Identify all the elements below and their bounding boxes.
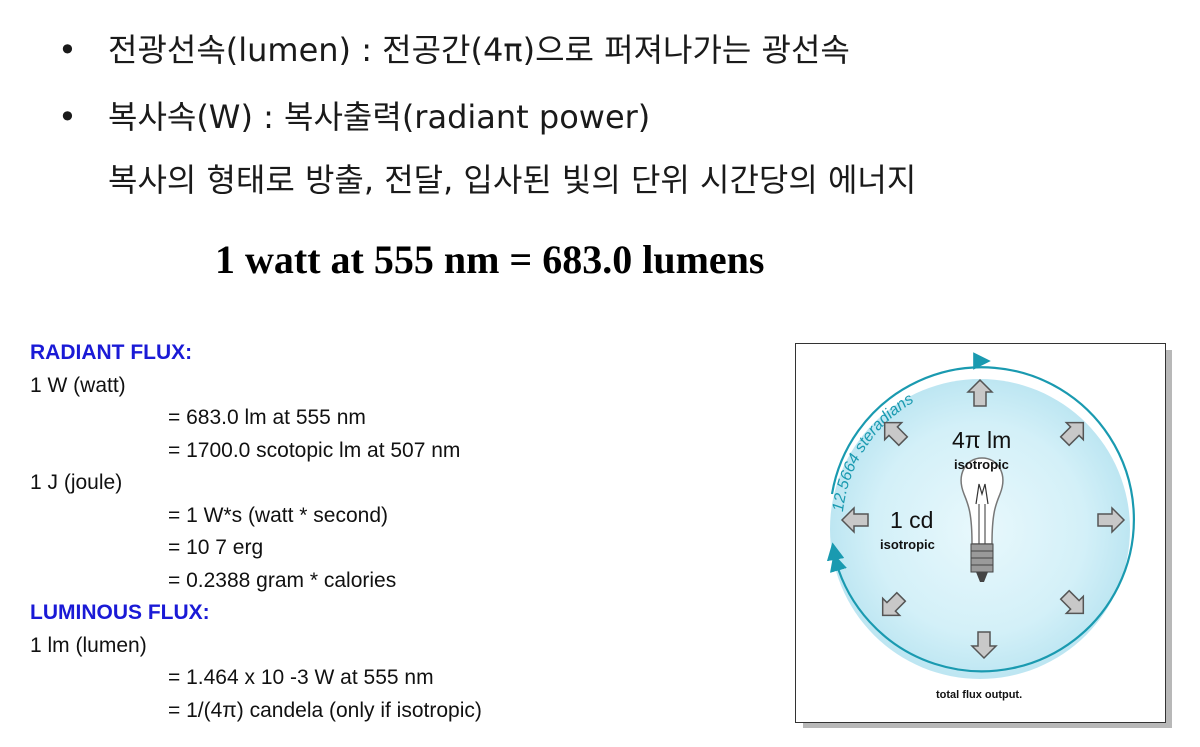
lumen-equiv: = 1/(4π) candela (only if isotropic) [168,698,482,722]
cd-value: 1 cd [890,507,934,533]
flux-figure: 12.5664 steradians [795,343,1166,723]
flux-definitions: RADIANT FLUX: 1 W (watt) = 683.0 lm at 5… [30,337,482,727]
bullet-text-radiant: 복사속(W) : 복사출력(radiant power) [108,98,651,136]
flux-diagram: 12.5664 steradians [826,352,1135,679]
bullet-text-lumen: 전광선속(lumen) : 전공간(4π)으로 퍼져나가는 광선속 [108,31,850,69]
outward-arrow-icon [1059,421,1085,447]
watt-equiv: = 683.0 lm at 555 nm [168,406,366,429]
cd-note: isotropic [880,537,935,552]
radiant-definition: 복사의 형태로 방출, 전달, 입사된 빛의 단위 시간당의 에너지 [108,161,917,199]
outward-arrow-icon [1097,506,1126,534]
outward-arrows [840,378,1126,660]
watt-equiv: = 1700.0 scotopic lm at 507 nm [168,438,461,462]
outward-arrow-icon [883,421,909,447]
joule-equiv: = 0.2388 gram * calories [168,568,397,592]
figure-caption: total flux output. [936,689,1023,701]
joule-equiv: = 1 W*s (watt * second) [168,503,388,527]
headline-conversion: 1 watt at 555 nm = 683.0 lumens [215,237,765,282]
outward-arrow-icon [1059,589,1085,615]
outward-arrow-icon [881,591,907,617]
lumen-label: 1 lm (lumen) [30,633,147,657]
radiant-flux-heading: RADIANT FLUX: [30,341,193,364]
bullet-symbol: • [58,98,77,136]
light-bulb-icon [960,457,1004,582]
outward-arrow-icon [966,378,994,407]
bullet-symbol: • [58,31,77,69]
arc-arrowhead-icon [826,542,845,563]
bullet-line-lumen: • 전광선속(lumen) : 전공간(4π)으로 퍼져나가는 광선속 [58,30,850,70]
bullet-line-radiant: • 복사속(W) : 복사출력(radiant power) [58,97,650,137]
luminous-flux-heading: LUMINOUS FLUX: [30,601,210,624]
joule-equiv: = 10 7 erg [168,536,264,559]
outward-arrow-icon [970,631,998,660]
joule-label: 1 J (joule) [30,471,123,494]
lumen-equiv: = 1.464 x 10 -3 W at 555 nm [168,666,434,689]
watt-label: 1 W (watt) [30,373,126,397]
lm-value: 4π lm [952,427,1012,453]
outward-arrow-icon [840,506,869,534]
steradian-arc [830,366,1135,673]
lm-note: isotropic [954,457,1009,472]
